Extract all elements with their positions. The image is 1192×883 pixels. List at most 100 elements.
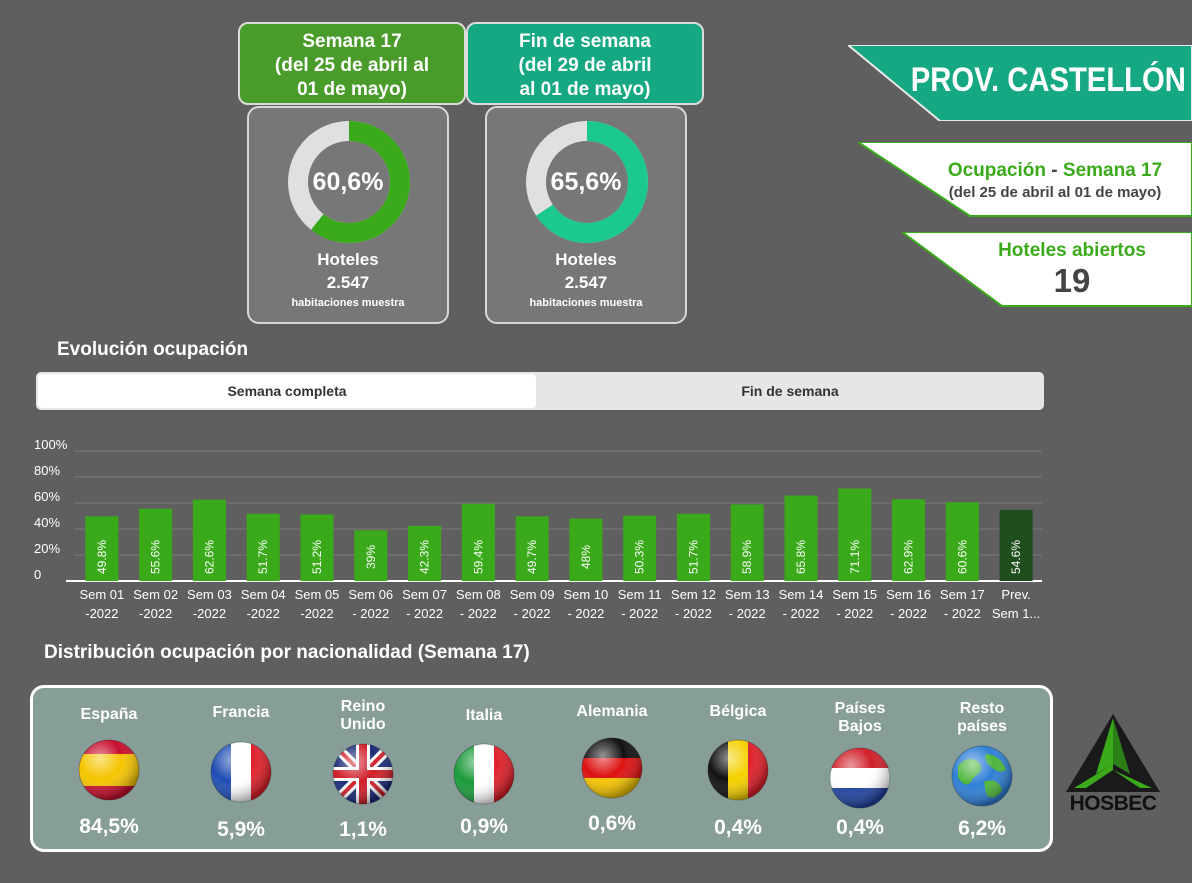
x-tick-label: Sem 09 [510,587,555,602]
x-tick-label: - 2022 [406,606,443,621]
evolution-tabs: Semana completa Fin de semana [36,372,1044,410]
bar-data-label: 65.8% [794,540,808,574]
week-donut-arc [288,121,410,243]
province-banner: PROV. CASTELLÓN [848,45,1192,121]
x-tick-label: Sem 03 [187,587,232,602]
bar-data-label: 62.6% [202,540,216,574]
bar-data-label: 51.7% [256,540,270,574]
weekend-card-title: Fin de semana (del 29 de abril al 01 de … [518,31,652,100]
bar [838,488,872,581]
x-tick-label: Sem 16 [886,587,931,602]
weekend-hotels-label: Hoteles [555,250,617,269]
nationality-name: Italia [465,707,503,724]
x-tick-label: - 2022 [944,606,981,621]
week-card-header: Semana 17 (del 25 de abril al 01 de mayo… [238,22,466,105]
occupancy-label: Ocupación [947,160,1046,181]
x-tick-label: Sem 08 [456,587,501,602]
week-card-title: Semana 17 (del 25 de abril al 01 de mayo… [274,31,430,100]
bar-data-label: 62.9% [902,540,916,574]
uk-flag-icon [332,743,394,805]
week-hotels-label: Hoteles [317,250,379,269]
x-tick-label: - 2022 [460,606,497,621]
bar [246,513,280,581]
nationality-value: 0,4% [836,816,884,839]
nationality-value: 84,5% [79,815,139,838]
province-banner-shape [848,45,1192,121]
bar [139,508,173,581]
weekend-occupancy-card: 65,6% Hoteles 2.547 habitaciones muestra [485,106,687,324]
occupancy-week: Semana 17 [1062,160,1163,181]
occupancy-panel-title: Ocupación - Semana 17 [918,160,1192,182]
open-hotels-label: Hoteles abiertos [998,240,1146,261]
week-rooms-count: 2.547 [326,273,370,292]
x-tick-label: - 2022 [621,606,658,621]
tab-weekend[interactable]: Fin de semana [741,383,839,399]
bar-data-label: 48% [579,545,593,569]
bar-data-label: 51.2% [310,540,324,574]
x-tick-label: - 2022 [352,606,389,621]
nationality-name: Resto países [957,700,1007,735]
province-title: PROV. CASTELLÓN [910,61,1186,99]
tab-full-week[interactable]: Semana completa [38,374,536,408]
x-tick-label: Prev. [1001,587,1030,602]
open-hotels-panel-shape [902,232,1192,307]
nationality-name: Alemania [576,703,648,720]
x-tick-label: -2022 [247,606,280,621]
belgium-flag-icon [707,739,769,801]
bar-data-label: 49.7% [525,540,539,574]
bar [730,504,764,581]
x-tick-label: -2022 [193,606,226,621]
italy-flag-icon [453,743,515,805]
y-tick-label: 100% [34,437,68,452]
x-tick-label: - 2022 [836,606,873,621]
nationality-name: Países Bajos [834,700,886,735]
nationality-value: 0,6% [588,812,636,835]
bar [999,510,1033,581]
bar-data-label: 60.6% [955,540,969,574]
week-occupancy-card: 60,6% Hoteles 2.547 habitaciones muestra [247,106,449,324]
x-tick-label: Sem 01 [79,587,124,602]
bar-data-label: 51.7% [686,540,700,574]
bar [461,503,495,581]
x-tick-label: - 2022 [675,606,712,621]
occupancy-panel-shape [858,142,1192,217]
bar-data-label: 58.9% [740,540,754,574]
bar-data-label: 39% [364,545,378,569]
bar-data-label: 50.3% [633,540,647,574]
x-tick-label: Sem 12 [671,587,716,602]
y-tick-label: 60% [34,489,60,504]
x-tick-label: Sem 11 [618,587,662,602]
nationality-value: 6,2% [958,817,1006,840]
bar [569,518,603,581]
x-tick-label: Sem 04 [241,587,286,602]
bar-data-label: 71.1% [848,540,862,574]
occupancy-bar-chart: 100% 80% 60% 40% 20% 0 49.8% Sem 01 -2022 55.6% Se… [34,437,1042,621]
bar [192,499,226,581]
x-tick-label: Sem 17 [940,587,985,602]
bar [945,502,979,581]
x-tick-label: Sem 06 [348,587,393,602]
netherlands-flag-icon [829,747,891,809]
x-tick-label: Sem 1... [992,606,1040,621]
nationality-name: Reino Unido [340,698,386,733]
bar [408,526,442,581]
spain-flag-icon [78,739,140,801]
open-hotels-panel: Hoteles abiertos 19 [902,232,1192,308]
bar [85,516,119,581]
nationality-value: 0,4% [714,816,762,839]
x-tick-label: Sem 13 [725,587,770,602]
x-tick-label: Sem 14 [779,587,824,602]
x-tick-label: -2022 [85,606,118,621]
bar-data-label: 55.6% [149,540,163,574]
x-tick-label: Sem 10 [563,587,608,602]
hosbec-logo-text: HOSBEC [1069,792,1157,815]
y-tick-label: 40% [34,515,60,530]
weekend-card-header: Fin de semana (del 29 de abril al 01 de … [466,22,704,105]
occupancy-range: (del 25 de abril al 01 de mayo) [948,184,1162,201]
x-tick-label: Sem 15 [832,587,877,602]
weekend-occupancy-value: 65,6% [550,168,622,196]
x-tick-label: -2022 [300,606,333,621]
globe-icon [951,745,1013,807]
bar-data-label: 42.3% [418,540,432,574]
nationality-value: 0,9% [460,815,508,838]
